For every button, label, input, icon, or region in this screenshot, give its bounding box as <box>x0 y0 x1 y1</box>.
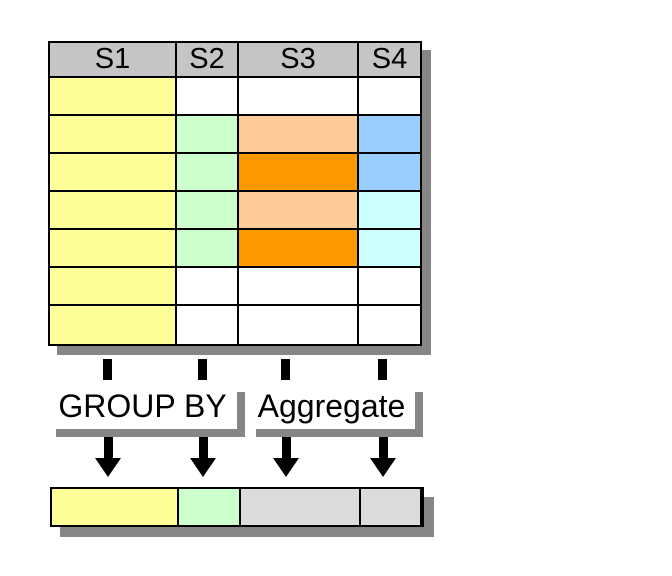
table-row <box>50 154 420 192</box>
table-cell-yellow <box>50 192 177 230</box>
table-cell-white <box>359 268 420 306</box>
down-arrow-icon <box>190 437 216 477</box>
arrow-tail-icon <box>198 359 207 380</box>
arrow-tail-icon <box>378 359 387 380</box>
column-header-s4: S4 <box>359 43 420 78</box>
table-cell-white <box>359 306 420 344</box>
table-cell-blue <box>359 116 420 154</box>
table-row <box>50 268 420 306</box>
table-cell-orange <box>239 154 359 192</box>
down-arrow-icon <box>370 437 396 477</box>
column-header-s2: S2 <box>177 43 239 78</box>
table-cell-peach <box>239 192 359 230</box>
result-cell-green <box>179 489 241 525</box>
table-row <box>50 116 420 154</box>
down-arrow-stem <box>198 437 208 458</box>
table-row <box>50 306 420 344</box>
table-cell-white <box>177 306 239 344</box>
result-cell-gray <box>241 489 361 525</box>
table-cell-yellow <box>50 268 177 306</box>
down-arrow-head <box>273 458 299 477</box>
down-arrow-head <box>370 458 396 477</box>
arrow-tail-icon <box>281 359 290 380</box>
table-cell-yellow <box>50 116 177 154</box>
table-cell-cyan <box>359 192 420 230</box>
table-row <box>50 192 420 230</box>
table-row <box>50 230 420 268</box>
down-arrow-icon <box>95 437 121 477</box>
result-cell-gray <box>361 489 422 525</box>
table-cell-white <box>359 78 420 116</box>
table-cell-yellow <box>50 154 177 192</box>
result-cell-yellow <box>52 489 179 525</box>
group-by-label: GROUP BY <box>48 384 237 429</box>
down-arrow-head <box>190 458 216 477</box>
table-cell-white <box>177 268 239 306</box>
down-arrow-head <box>95 458 121 477</box>
table-cell-yellow <box>50 306 177 344</box>
down-arrow-icon <box>273 437 299 477</box>
table-cell-white <box>177 78 239 116</box>
result-row <box>50 487 424 527</box>
down-arrow-stem <box>281 437 291 458</box>
table-cell-green <box>177 230 239 268</box>
table-row <box>50 78 420 116</box>
arrow-tail-icon <box>103 359 112 380</box>
table-cell-blue <box>359 154 420 192</box>
column-header-s3: S3 <box>239 43 359 78</box>
table-body <box>50 78 420 344</box>
source-table: S1 S2 S3 S4 <box>48 41 422 346</box>
table-cell-green <box>177 116 239 154</box>
table-header-row: S1 S2 S3 S4 <box>50 43 420 78</box>
table-cell-green <box>177 154 239 192</box>
table-cell-white <box>239 306 359 344</box>
down-arrow-stem <box>103 437 113 458</box>
table-cell-peach <box>239 116 359 154</box>
table-cell-cyan <box>359 230 420 268</box>
aggregate-label: Aggregate <box>248 384 415 429</box>
table-cell-orange <box>239 230 359 268</box>
table-cell-white <box>239 78 359 116</box>
down-arrow-stem <box>378 437 388 458</box>
column-header-s1: S1 <box>50 43 177 78</box>
table-cell-yellow <box>50 78 177 116</box>
table-cell-yellow <box>50 230 177 268</box>
table-cell-white <box>239 268 359 306</box>
table-cell-green <box>177 192 239 230</box>
